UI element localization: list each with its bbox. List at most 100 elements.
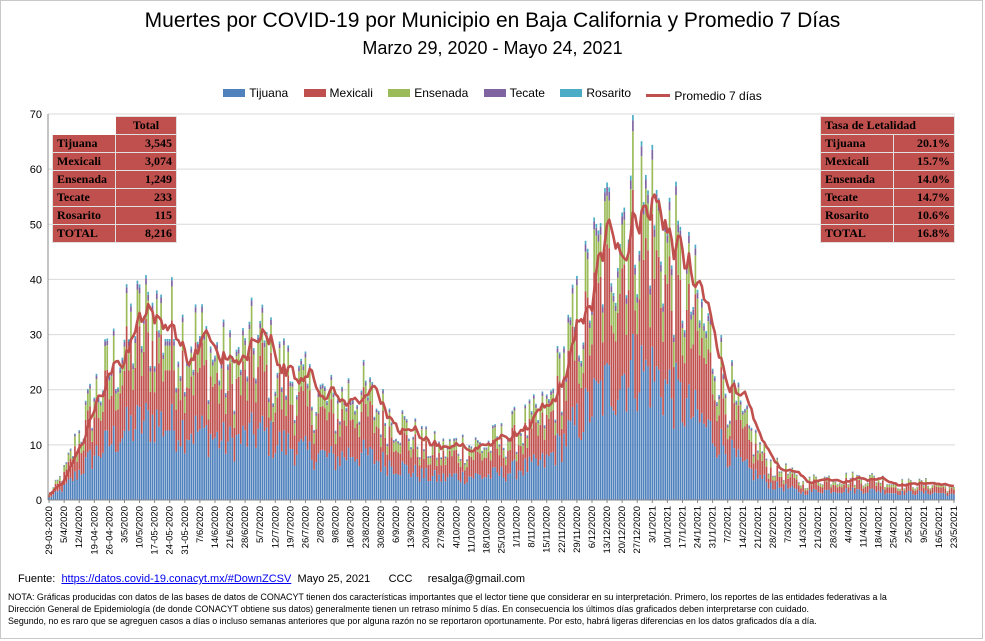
bar-rosarito	[619, 243, 621, 248]
bar-tecate	[405, 420, 408, 423]
bar-ensenada	[869, 475, 871, 480]
bar-tecate	[132, 365, 134, 370]
source-link[interactable]: https://datos.covid-19.conacyt.mx/#DownZ…	[61, 573, 292, 585]
bar-mexicali	[464, 470, 466, 485]
bar-tijuana	[227, 441, 229, 500]
bar-tecate	[614, 305, 617, 312]
bar-mexicali	[399, 453, 402, 476]
bar-rosarito	[397, 440, 399, 442]
bar-rosarito	[427, 456, 430, 457]
bar-mexicali	[278, 372, 281, 432]
bar-tecate	[332, 394, 335, 398]
bar-rosarito	[522, 443, 524, 444]
legend-item-ensenada: Ensenada	[388, 86, 468, 100]
bar-tecate	[306, 385, 309, 389]
bar-tijuana	[328, 452, 330, 500]
bar-tijuana	[362, 439, 365, 500]
bar-rosarito	[718, 394, 720, 397]
bar-rosarito	[117, 387, 119, 390]
bar-ensenada	[795, 475, 798, 480]
bar-rosarito	[308, 364, 311, 366]
bar-tijuana	[843, 491, 845, 500]
x-tick-label: 23/5/2021	[949, 506, 960, 548]
bar-tecate	[729, 421, 731, 424]
x-tick-label: 14/2/2021	[738, 506, 749, 548]
bar-ensenada	[336, 403, 339, 419]
bar-rosarito	[246, 376, 249, 379]
bar-rosarito	[675, 181, 677, 187]
bar-mexicali	[423, 458, 425, 479]
bar-tecate	[737, 384, 740, 388]
bar-rosarito	[192, 369, 195, 372]
bar-ensenada	[513, 410, 516, 425]
bar-mexicali	[920, 484, 923, 492]
bar-mexicali	[224, 413, 227, 454]
legend-item-rosarito: Rosarito	[560, 86, 631, 100]
bar-mexicali	[218, 403, 221, 449]
bar-tecate	[569, 319, 572, 326]
bar-mexicali	[731, 387, 733, 440]
bar-rosarito	[95, 373, 98, 376]
bar-rosarito	[177, 361, 180, 364]
bar-tecate	[698, 322, 701, 328]
bar-tecate	[470, 447, 473, 449]
bar-mexicali	[179, 400, 182, 447]
bar-tijuana	[216, 431, 218, 500]
bar-rosarito	[476, 440, 479, 441]
bar-tecate	[858, 475, 860, 477]
bar-rosarito	[227, 364, 229, 367]
bar-tijuana	[270, 421, 272, 500]
bar-mexicali	[619, 293, 621, 390]
bar-ensenada	[276, 378, 279, 398]
bar-tecate	[345, 409, 348, 412]
totals-name: Tijuana	[52, 134, 116, 153]
bar-tijuana	[410, 477, 412, 500]
bar-rosarito	[524, 404, 527, 406]
y-tick-label: 20	[30, 385, 42, 397]
bar-tijuana	[513, 459, 516, 500]
bar-tijuana	[520, 471, 522, 500]
bar-tijuana	[866, 492, 869, 500]
bar-tijuana	[166, 430, 169, 500]
bar-rosarito	[410, 446, 412, 448]
letalidad-name: Tecate	[820, 188, 894, 207]
bar-tijuana	[884, 494, 886, 500]
bar-mexicali	[504, 465, 507, 482]
totals-table: Total Tijuana 3,545 Mexicali 3,074 Ensenad…	[52, 116, 177, 243]
bar-tijuana	[224, 453, 227, 500]
bar-tijuana	[614, 414, 617, 500]
bar-rosarito	[733, 379, 736, 382]
bar-ensenada	[556, 352, 559, 376]
bar-tecate	[207, 401, 210, 405]
bar-rosarito	[356, 404, 358, 407]
bar-ensenada	[188, 367, 190, 389]
bar-mexicali	[93, 417, 96, 456]
bar-tijuana	[703, 423, 705, 500]
totals-row: TOTAL 8,216	[52, 224, 177, 243]
bar-mexicali	[726, 439, 729, 468]
bar-tijuana	[860, 491, 863, 500]
bar-ensenada	[466, 460, 468, 468]
bar-mexicali	[843, 484, 845, 492]
bar-ensenada	[246, 381, 249, 401]
bar-tijuana	[933, 492, 936, 500]
bar-rosarito	[190, 346, 193, 349]
bar-tecate	[173, 341, 175, 346]
bar-tecate	[535, 405, 537, 408]
bar-tijuana	[246, 446, 249, 500]
bar-mexicali	[862, 488, 865, 494]
bar-tijuana	[56, 491, 59, 500]
bar-rosarito	[545, 394, 548, 396]
x-tick-label: 31-05-2020	[180, 506, 191, 555]
x-tick-label: 1/11/2020	[512, 506, 523, 548]
bar-ensenada	[76, 454, 78, 462]
bar-rosarito	[319, 384, 322, 387]
bar-rosarito	[448, 438, 451, 440]
bar-tecate	[828, 475, 830, 477]
x-tick-label: 28/3/2021	[828, 506, 839, 548]
bar-tijuana	[155, 409, 158, 500]
letalidad-value: 14.0%	[893, 170, 955, 189]
bar-tijuana	[352, 456, 354, 500]
bar-tecate	[677, 224, 679, 233]
bar-ensenada	[944, 486, 947, 489]
